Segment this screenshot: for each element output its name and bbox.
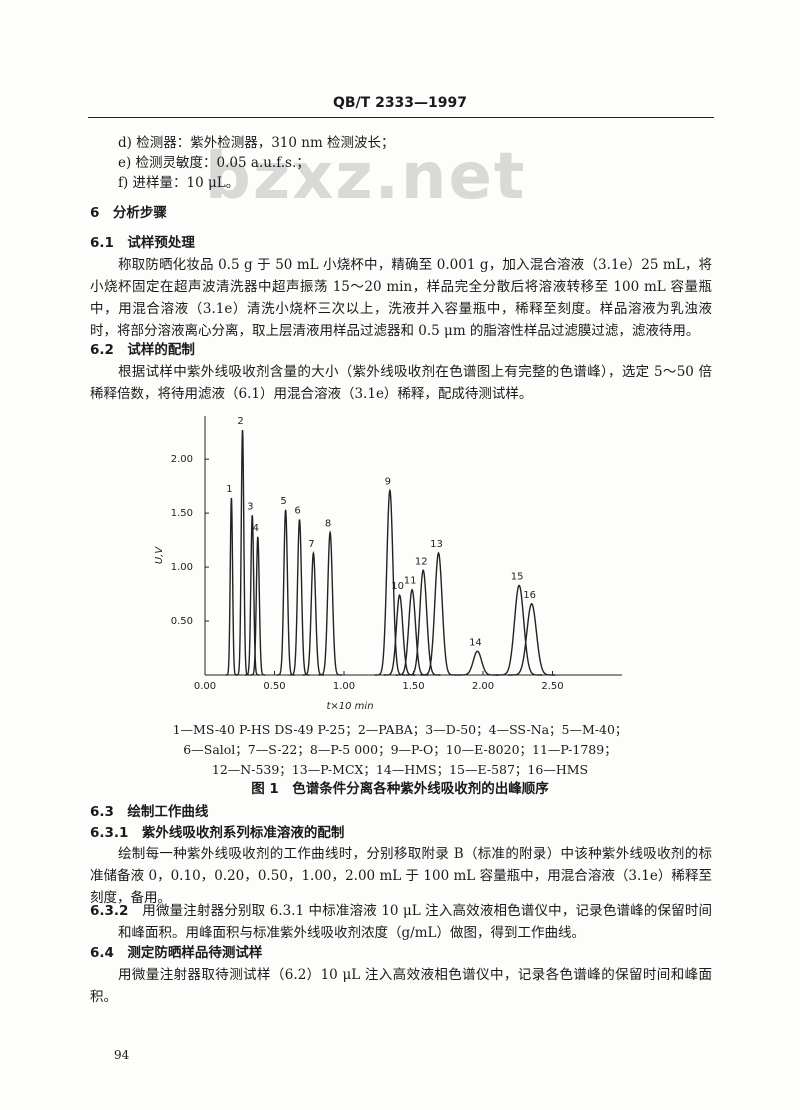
peak — [225, 497, 238, 676]
peak — [245, 515, 260, 676]
peak-key: 12—N-539；13—P-MCX；14—HMS；15—E-587；16—HMS — [211, 762, 589, 777]
peak-label: 6 — [294, 506, 300, 517]
peak-label: 11 — [404, 576, 417, 587]
peak — [318, 530, 342, 676]
peak-label: 1 — [226, 484, 232, 495]
peak — [496, 584, 543, 676]
page-number: 94 — [114, 1048, 130, 1062]
paragraph: 根据试样中紫外线吸收剂含量的大小（紫外线吸收剂在色谱图上有完整的色谱峰），选定 … — [90, 364, 712, 402]
peak-label: 12 — [415, 556, 428, 567]
peak-label: 4 — [253, 523, 259, 534]
paragraph: 6.3.2 用微量注射器分别取 6.3.1 中标准溶液 10 μL 注入高效液相… — [90, 900, 712, 944]
paragraph: 用微量注射器取待测试样（6.2）10 μL 注入高效液相色谱仪中，记录各色谱峰的… — [90, 967, 712, 1005]
paragraph: 绘制每一种紫外线吸收剂的工作曲线时，分别移取附录 B（标准的附录）中该种紫外线吸… — [90, 846, 712, 906]
peak-label: 8 — [325, 519, 331, 530]
peak — [456, 650, 498, 676]
heading: 6.3.2 — [90, 903, 129, 919]
list-item: e) 检测灵敏度：0.05 a.u.f.s.； — [118, 155, 310, 171]
peak-label: 13 — [430, 539, 443, 550]
list-item: f) 进样量：10 μL。 — [118, 175, 240, 191]
peak-label: 7 — [308, 539, 314, 550]
peak — [405, 569, 441, 676]
peak-label: 5 — [280, 496, 286, 507]
watermark: bzxz.net — [205, 140, 527, 214]
heading: 6.2 试样的配制 — [90, 342, 195, 358]
paragraph-text: 用微量注射器分别取 6.3.1 中标准溶液 10 μL 注入高效液相色谱仪中，记… — [118, 903, 712, 941]
y-tick-label: 0.50 — [171, 616, 193, 627]
peak-label: 3 — [247, 501, 253, 512]
heading: 6.1 试样预处理 — [90, 235, 195, 251]
x-tick-label: 2.00 — [472, 681, 494, 692]
x-tick-label: 0.00 — [194, 681, 216, 692]
x-tick-label: 2.50 — [541, 681, 563, 692]
list-item: d) 检测器：紫外检测器，310 nm 检测波长； — [118, 135, 395, 151]
peak — [250, 536, 266, 676]
paragraph: 称取防晒化妆品 0.5 g 于 50 mL 小烧杯中，精确至 0.001 g，加… — [90, 257, 712, 339]
heading: 6.3.1 紫外线吸收剂系列标准溶液的配制 — [90, 825, 345, 841]
x-axis-label: t×10 min — [326, 701, 373, 712]
peak — [383, 594, 416, 676]
peak-label: 10 — [391, 581, 404, 592]
header-rule — [88, 117, 714, 118]
peak — [276, 509, 295, 676]
heading: 6.4 测定防晒样品待测试样 — [90, 945, 263, 961]
peak-label: 14 — [469, 637, 482, 648]
peak — [236, 429, 249, 676]
chromatogram: 0.50 1.00 1.50 2.00 0.00 0.50 1.00 1.50 2.00 2.50… — [154, 416, 622, 712]
peak-key: 1—MS-40 P-HS DS-49 P-25；2—PABA；3—D-50；4—… — [172, 722, 628, 737]
peak-key: 6—Salol；7—S-22；8—P-5 000；9—P-O；10—E-8020… — [183, 742, 617, 757]
x-tick-label: 1.00 — [333, 681, 355, 692]
peak — [507, 602, 556, 676]
x-tick-label: 0.50 — [263, 681, 285, 692]
y-tick-label: 1.00 — [171, 562, 193, 573]
y-axis-label: U,V — [154, 546, 165, 564]
x-tick-label: 1.50 — [402, 681, 424, 692]
peak — [302, 550, 325, 676]
peak-label: 16 — [523, 590, 536, 601]
peak-label: 15 — [511, 571, 524, 582]
heading: 6 分析步骤 — [90, 205, 167, 221]
peak-label: 9 — [385, 476, 391, 487]
y-tick-label: 2.00 — [171, 454, 193, 465]
peak — [420, 551, 457, 676]
figure-caption: 图 1 色谱条件分离各种紫外线吸收剂的出峰顺序 — [251, 781, 549, 797]
peak — [289, 519, 310, 676]
heading: 6.3 绘制工作曲线 — [90, 804, 209, 820]
peak-label: 2 — [237, 416, 243, 427]
y-tick-label: 1.50 — [171, 508, 193, 519]
header: QB/T 2333—1997 — [332, 95, 468, 111]
